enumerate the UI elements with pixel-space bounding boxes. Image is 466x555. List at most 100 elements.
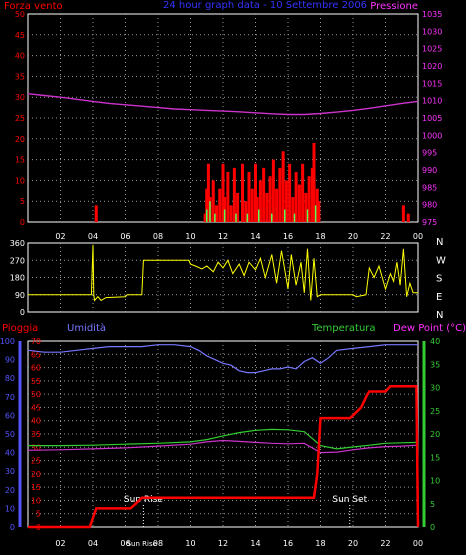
wind-time-tick-label: 08 (153, 232, 163, 241)
humidity-legend-label: Umidità (67, 322, 106, 334)
pressure-axis-tick-label: 990 (422, 166, 437, 175)
compass-direction-label: E (436, 292, 442, 303)
compass-direction-label: S (436, 274, 442, 285)
rain-time-tick-label: 18 (315, 539, 325, 548)
rain-legend-label: Pioggia (2, 323, 38, 334)
pressure-axis-tick-label: 1015 (422, 79, 442, 88)
wind-speed-bar (288, 163, 292, 222)
pressure-title: Pressione (370, 1, 418, 12)
humidity-axis-tick-label: 80 (5, 374, 15, 383)
wind-speed-bar (229, 205, 233, 222)
humidity-axis-tick-label: 0 (10, 523, 15, 532)
wind-speed-bar (304, 192, 308, 222)
compass-direction-label: W (436, 255, 446, 266)
rain-time-tick-label: 02 (55, 539, 65, 548)
pressure-axis-tick-label: 995 (422, 149, 437, 158)
rain-time-tick-label: 20 (348, 539, 358, 548)
dewpoint-line (27, 439, 419, 454)
humidity-axis-tick-label: 20 (5, 486, 15, 495)
wind-time-tick-label: 20 (348, 232, 358, 241)
pressure-axis-tick-label: 975 (422, 218, 437, 227)
wind-speed-bar (406, 213, 410, 222)
rain-axis-tick-label: 35 (31, 430, 41, 439)
rain-axis-tick-label: 20 (31, 470, 41, 479)
wind-time-tick-label: 22 (380, 232, 390, 241)
rain-axis-tick-label: 30 (31, 443, 41, 452)
wind-axis-tick-label: 35 (15, 72, 25, 81)
wind-speed-bar (94, 205, 98, 222)
wind-speed-bar (258, 180, 262, 222)
wind-speed-bar (244, 201, 248, 222)
temperature-axis-tick-label: 40 (430, 337, 440, 346)
wind-speed-bar (275, 188, 279, 222)
wind-time-tick-label: 18 (315, 232, 325, 241)
wind-speed-bar (291, 197, 295, 222)
wind-speed-bar (255, 197, 259, 222)
wind-speed-bar (247, 172, 251, 222)
pressure-axis-tick-label: 1000 (422, 131, 442, 140)
wind-speed-bar (307, 176, 311, 222)
rain-time-tick-label: 00 (413, 539, 423, 548)
wind-speed-bar (271, 159, 275, 222)
rain-time-tick-label: Sun Rise (127, 540, 157, 548)
dewpoint-legend-label: Dew Point (°C) (393, 323, 466, 334)
rain-line (28, 384, 420, 529)
wind-speed-bar (315, 188, 319, 222)
wind-axis-tick-label: 10 (15, 176, 25, 185)
wind-axis-tick-label: 20 (15, 135, 25, 144)
pressure-axis-tick-label: 1025 (422, 45, 442, 54)
wind-speed-bar (215, 205, 218, 222)
sun-annotation-label: Sun Rise (124, 495, 163, 505)
temperature-axis-tick-label: 10 (430, 477, 440, 486)
rain-axis-tick-label: 60 (31, 364, 41, 373)
direction-axis-tick-label: 360 (10, 239, 25, 248)
pressure-line (27, 93, 419, 116)
wind-speed-bar (294, 172, 298, 222)
temperature-axis-tick-label: 20 (430, 430, 440, 439)
wind-speed-bar (268, 176, 272, 222)
wind-speed-bar (206, 163, 210, 222)
wind-direction-line (28, 244, 418, 302)
wind-axis-tick-label: 15 (15, 156, 25, 165)
wind-time-tick-label: 10 (185, 232, 195, 241)
temperature-axis-tick-label: 30 (430, 384, 440, 393)
wind-time-tick-label: 06 (120, 232, 130, 241)
rain-axis-tick-label: 5 (36, 510, 41, 519)
temperature-axis-tick-label: 25 (430, 407, 440, 416)
temperature-axis-tick-label: 0 (430, 523, 435, 532)
rain-time-tick-label: 16 (283, 539, 293, 548)
wind-time-tick-label: 16 (283, 232, 293, 241)
rain-time-tick-label: 10 (185, 539, 195, 548)
humidity-line (27, 344, 418, 374)
rain-time-tick-label: 12 (218, 539, 228, 548)
wind-axis-tick-label: 50 (15, 10, 25, 19)
wind-speed-bar (254, 163, 257, 222)
wind-speed-bar (297, 184, 301, 222)
wind-speed-bar (226, 172, 230, 222)
pressure-axis-tick-label: 1035 (422, 10, 442, 19)
wind-time-tick-label: 12 (218, 232, 228, 241)
wind-speed-bar (262, 167, 266, 222)
wind-time-tick-label: 14 (250, 232, 260, 241)
wind-speed-bar (281, 151, 285, 222)
wind-speed-bar (312, 142, 316, 222)
rain-time-tick-label: 06 (120, 539, 130, 548)
wind-time-tick-label: 04 (88, 232, 98, 241)
temperature-axis-tick-label: 35 (430, 360, 440, 369)
wind-speed-bar (278, 167, 282, 222)
sun-annotation-label: Sun Set (332, 495, 367, 505)
wind-speed-bar (241, 163, 244, 222)
wind-axis-tick-label: 45 (15, 31, 25, 40)
temperature-axis-tick-label: 5 (430, 500, 435, 509)
humidity-axis-tick-label: 30 (5, 467, 15, 476)
rain-axis-tick-label: 25 (31, 457, 41, 466)
wind-speed-bar (317, 201, 321, 222)
wind-axis-tick-label: 0 (20, 218, 25, 227)
direction-axis-tick-label: 180 (10, 274, 25, 283)
wind-axis-tick-label: 30 (15, 93, 25, 102)
rain-time-tick-label: 04 (88, 539, 98, 548)
humidity-axis-tick-label: 60 (5, 411, 15, 420)
wind-title: Forza vento (4, 1, 63, 12)
wind-speed-bar (284, 180, 288, 222)
